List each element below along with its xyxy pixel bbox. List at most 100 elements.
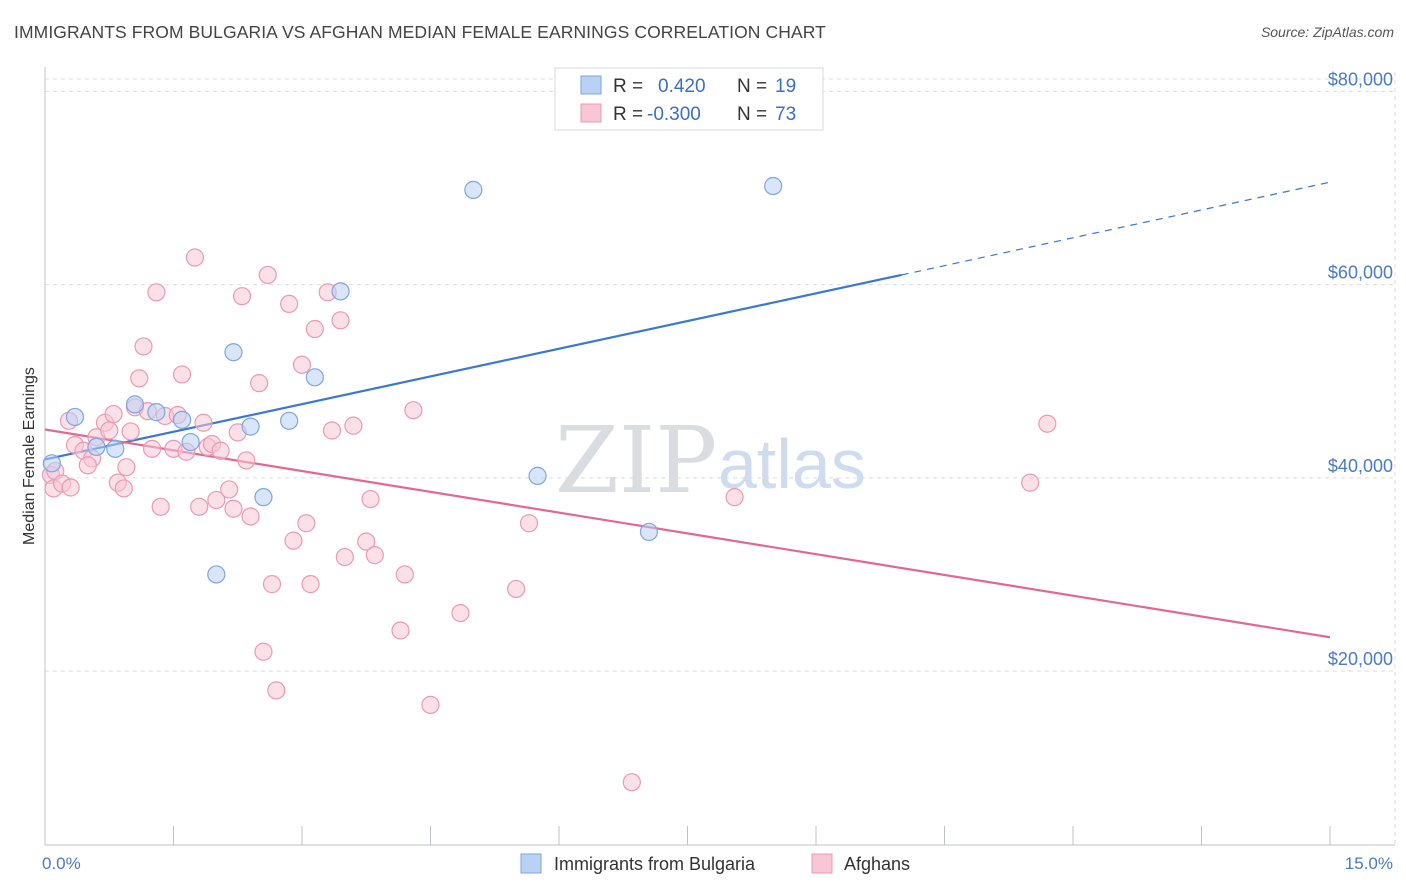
- legend-swatch-afghans: [580, 103, 602, 123]
- point-afghans: [220, 480, 239, 499]
- watermark-zip: ZIP: [555, 407, 717, 514]
- trend-lines: [44, 181, 1331, 639]
- legend-swatch-bulgaria: [580, 75, 602, 95]
- point-afghans: [284, 531, 303, 550]
- point-afghans: [365, 546, 384, 565]
- trendline-bulgaria: [44, 273, 902, 461]
- point-afghans: [130, 369, 149, 388]
- point-afghans: [250, 374, 269, 393]
- point-bulgaria: [305, 368, 324, 387]
- point-bulgaria: [331, 282, 350, 301]
- point-afghans: [305, 319, 324, 339]
- point-bulgaria: [87, 437, 106, 457]
- point-afghans: [395, 565, 414, 584]
- point-afghans: [297, 514, 316, 533]
- y-axis-title: Median Female Earnings: [21, 367, 38, 545]
- point-afghans: [335, 547, 354, 567]
- y-tick-label: $80,000: [1328, 69, 1393, 89]
- trendline-bulgaria-extension: [901, 181, 1331, 276]
- point-afghans: [1021, 473, 1040, 492]
- point-afghans: [211, 441, 230, 460]
- point-afghans: [114, 479, 133, 498]
- data-points: [41, 176, 1057, 792]
- watermark-atlas: atlas: [718, 425, 866, 503]
- legend-r-value-afghans: -0.300: [647, 104, 701, 125]
- point-afghans: [258, 265, 277, 285]
- point-bulgaria: [106, 439, 125, 458]
- point-afghans: [622, 773, 641, 792]
- point-afghans: [301, 575, 320, 594]
- top-legend: R = 0.420 N = 19 R = -0.300 N = 73: [554, 67, 824, 131]
- point-afghans: [237, 451, 256, 470]
- point-afghans: [725, 488, 744, 507]
- legend-n-label-afghans: N =: [737, 104, 767, 125]
- y-tick-labels: $20,000 $40,000 $60,000 $80,000: [1328, 69, 1393, 669]
- point-afghans: [361, 489, 380, 509]
- point-afghans: [1038, 414, 1057, 433]
- point-afghans: [61, 478, 80, 497]
- point-afghans: [357, 532, 376, 551]
- axes: [44, 67, 1395, 846]
- trendline-afghans: [44, 428, 1331, 639]
- point-afghans: [147, 283, 166, 302]
- point-bulgaria: [639, 522, 659, 542]
- bottom-legend-label-afghans: Afghans: [844, 854, 910, 874]
- x-tick-labels: 0.0% 15.0%: [42, 854, 1393, 873]
- chart-title: IMMIGRANTS FROM BULGARIA VS AFGHAN MEDIA…: [14, 22, 826, 42]
- point-afghans: [322, 421, 342, 440]
- point-afghans: [185, 248, 205, 267]
- bottom-legend-label-bulgaria: Immigrants from Bulgaria: [554, 854, 756, 874]
- point-afghans: [267, 681, 286, 700]
- point-bulgaria: [207, 565, 226, 584]
- point-afghans: [151, 497, 170, 516]
- legend-n-value-bulgaria: 19: [775, 76, 796, 97]
- bottom-legend-swatch-bulgaria: [520, 853, 542, 874]
- point-afghans: [194, 413, 213, 432]
- point-afghans: [507, 579, 526, 599]
- point-afghans: [78, 456, 97, 475]
- point-afghans: [100, 421, 119, 440]
- legend-r-value-bulgaria: 0.420: [658, 76, 706, 97]
- point-bulgaria: [65, 407, 85, 427]
- y-tick-label: $40,000: [1328, 456, 1393, 476]
- y-tick-label: $60,000: [1328, 263, 1393, 283]
- point-bulgaria: [181, 432, 200, 452]
- point-afghans: [224, 499, 243, 518]
- point-afghans: [232, 287, 252, 306]
- point-bulgaria: [42, 454, 61, 473]
- point-bulgaria: [764, 176, 783, 196]
- point-afghans: [142, 439, 162, 458]
- point-bulgaria: [528, 466, 547, 485]
- legend-n-label-bulgaria: N =: [737, 76, 767, 97]
- point-bulgaria: [464, 180, 483, 199]
- bottom-legend: Immigrants from Bulgaria Afghans: [520, 853, 910, 874]
- point-afghans: [104, 404, 123, 424]
- point-bulgaria: [254, 488, 273, 507]
- point-bulgaria: [125, 395, 145, 414]
- chart-source: Source: ZipAtlas.com: [1260, 24, 1394, 40]
- point-afghans: [241, 507, 260, 526]
- point-afghans: [172, 365, 192, 384]
- point-bulgaria: [241, 417, 260, 436]
- point-afghans: [207, 490, 226, 510]
- point-afghans: [344, 416, 363, 435]
- point-afghans: [262, 575, 282, 594]
- bottom-legend-swatch-afghans: [811, 853, 833, 874]
- point-bulgaria: [280, 411, 299, 430]
- point-afghans: [254, 642, 273, 661]
- point-bulgaria: [224, 343, 243, 362]
- point-bulgaria: [147, 403, 166, 422]
- x-tick-label: 0.0%: [42, 854, 81, 873]
- point-afghans: [292, 355, 312, 374]
- watermark: ZIP atlas: [555, 407, 866, 514]
- point-afghans: [121, 422, 140, 441]
- point-afghans: [519, 514, 539, 533]
- point-bulgaria: [172, 410, 192, 429]
- point-afghans: [134, 337, 153, 356]
- point-afghans: [331, 311, 350, 330]
- point-afghans: [190, 497, 209, 516]
- legend-n-value-afghans: 73: [775, 104, 796, 125]
- point-afghans: [391, 621, 410, 640]
- point-afghans: [404, 401, 423, 420]
